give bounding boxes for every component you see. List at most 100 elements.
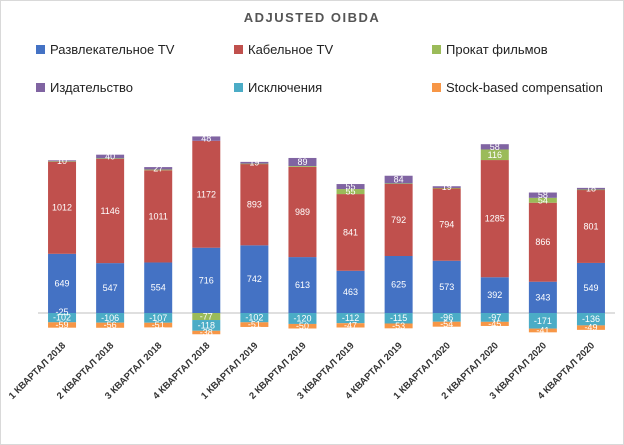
data-label: 573 xyxy=(439,282,454,292)
bar-segment xyxy=(384,323,413,329)
bar-segment xyxy=(192,140,221,248)
bar-segment xyxy=(48,253,77,313)
data-label: -106 xyxy=(101,313,119,323)
data-label: 89 xyxy=(297,157,307,167)
bar-segment xyxy=(96,158,125,159)
bar-segment xyxy=(576,187,605,190)
data-label: -107 xyxy=(149,313,167,323)
legend-label-0: Развлекательное TV xyxy=(50,42,175,57)
chart-title: ADJUSTED OIBDA xyxy=(244,10,381,25)
data-label: 549 xyxy=(583,283,598,293)
data-label: -51 xyxy=(248,320,261,330)
bar-segment xyxy=(384,175,413,184)
bar-segment xyxy=(432,321,461,327)
data-label: 84 xyxy=(394,175,404,185)
data-label: 1012 xyxy=(52,203,72,213)
bar-segment xyxy=(192,136,221,141)
data-label: 27 xyxy=(153,163,163,173)
bar-segment xyxy=(576,325,605,330)
bar-segment xyxy=(528,328,557,333)
bar-segment xyxy=(576,189,605,263)
legend-label-4: Исключения xyxy=(248,80,322,95)
data-label: 19 xyxy=(442,182,452,192)
bar-segment xyxy=(48,322,77,328)
data-label: -77 xyxy=(200,312,213,322)
bar-segment xyxy=(96,313,125,323)
data-label: -59 xyxy=(56,320,69,330)
bar-segment xyxy=(144,167,173,170)
data-label: -102 xyxy=(245,313,263,323)
data-label: 625 xyxy=(391,280,406,290)
bar-segment xyxy=(336,184,365,190)
bar-segment xyxy=(288,166,317,258)
bar-segment xyxy=(96,322,125,328)
data-label: 1011 xyxy=(149,211,168,221)
legend-swatch-5 xyxy=(432,83,441,92)
data-label: 10 xyxy=(57,156,67,166)
bar-segment xyxy=(144,169,173,171)
bar-segment xyxy=(192,330,221,335)
bar-segment xyxy=(528,202,557,282)
bar-segment xyxy=(336,313,365,324)
data-label: 18 xyxy=(586,184,596,194)
bar-segment xyxy=(192,313,221,321)
bar-segment xyxy=(576,313,605,326)
bar-segment xyxy=(480,160,509,278)
data-label: 554 xyxy=(151,283,166,293)
bar-segment xyxy=(576,262,605,313)
data-label: 54 xyxy=(538,195,548,205)
data-label: 343 xyxy=(535,292,550,302)
data-label: -41 xyxy=(536,325,549,335)
data-label: -38 xyxy=(200,328,213,338)
data-label: 463 xyxy=(343,287,358,297)
bar-segment xyxy=(240,161,269,164)
data-label: -102 xyxy=(53,313,71,323)
data-label: -25 xyxy=(56,307,69,317)
bar-segment xyxy=(480,313,509,322)
bar-segment xyxy=(240,163,269,246)
bar-segment xyxy=(288,313,317,324)
data-label: 1146 xyxy=(100,206,119,216)
bar-segment xyxy=(48,161,77,254)
bar-segment xyxy=(384,256,413,313)
data-label: 40 xyxy=(105,152,115,162)
data-label: -136 xyxy=(582,314,600,324)
data-label: 792 xyxy=(391,215,406,225)
legend-swatch-1 xyxy=(234,45,243,54)
bar-segment xyxy=(144,313,173,323)
bar-segment xyxy=(288,257,317,313)
bar-segment xyxy=(240,245,269,313)
data-label: 1172 xyxy=(197,189,216,199)
bar-segment xyxy=(528,313,557,329)
bar-segment xyxy=(384,183,413,256)
bar-segment xyxy=(336,194,365,271)
bar-segment xyxy=(240,322,269,327)
bar-segment xyxy=(96,154,125,159)
bar-segment xyxy=(480,149,509,161)
bar-segment xyxy=(288,166,317,167)
data-label: 649 xyxy=(55,278,70,288)
bar-segment xyxy=(528,192,557,198)
bar-segment xyxy=(288,323,317,329)
data-label: -56 xyxy=(104,320,117,330)
bar-segment xyxy=(192,247,221,313)
data-label: -118 xyxy=(198,320,215,330)
data-label: 58 xyxy=(538,190,548,200)
bar-segment xyxy=(48,161,77,162)
data-label: -45 xyxy=(488,319,501,329)
legend-swatch-0 xyxy=(36,45,45,54)
data-label: -50 xyxy=(296,321,309,331)
data-label: -49 xyxy=(584,323,597,333)
bar-segment xyxy=(144,322,173,328)
data-label: 613 xyxy=(295,280,310,290)
bar-segment xyxy=(480,321,509,326)
data-label: 866 xyxy=(535,237,550,247)
bar-segment xyxy=(144,170,173,263)
bar-segment xyxy=(528,281,557,313)
data-label: 989 xyxy=(295,207,310,217)
bars: 649101210-102-59547114640-106-5655410112… xyxy=(48,134,605,338)
data-label: -96 xyxy=(440,312,453,322)
legend-label-3: Издательство xyxy=(50,80,133,95)
data-label: 19 xyxy=(249,158,259,168)
